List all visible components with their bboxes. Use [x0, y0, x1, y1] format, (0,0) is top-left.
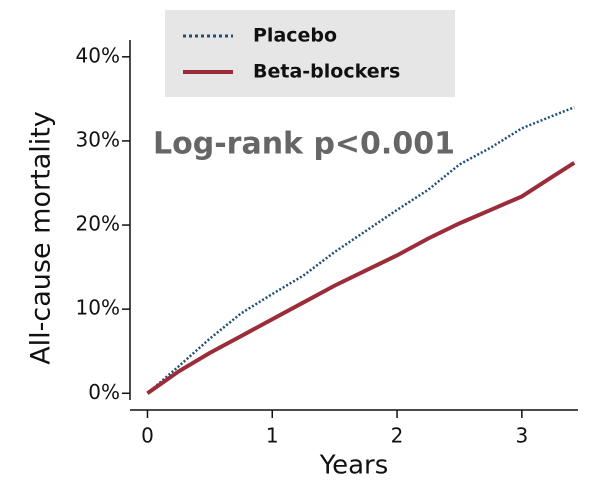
- x-tick-label: 3: [515, 424, 528, 448]
- y-tick-label: 0%: [88, 380, 120, 404]
- y-tick-label: 30%: [76, 127, 120, 151]
- x-axis-label: Years: [319, 451, 389, 481]
- x-tick-label: 0: [141, 424, 154, 448]
- y-axis-label: All-cause mortality: [26, 111, 57, 365]
- legend-label: Beta-blockers: [253, 61, 400, 83]
- series-line: [146, 161, 576, 395]
- y-tick-label: 40%: [76, 43, 120, 67]
- legend-label: Placebo: [253, 25, 337, 47]
- legend-box: [165, 10, 455, 97]
- series-line: [146, 106, 575, 395]
- x-tick-label: 1: [266, 424, 279, 448]
- annotation: Log-rank p<0.001: [153, 127, 455, 162]
- y-tick-label: 20%: [76, 212, 120, 236]
- y-tick-label: 10%: [76, 296, 120, 320]
- x-tick-label: 2: [391, 424, 404, 448]
